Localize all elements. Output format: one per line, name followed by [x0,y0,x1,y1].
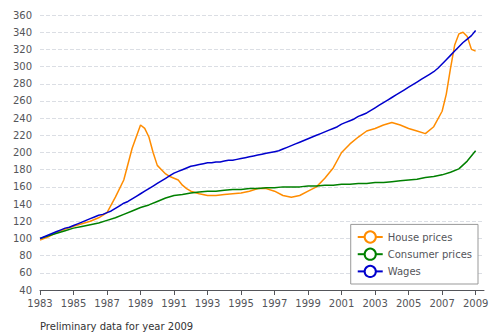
svg-text:2007: 2007 [429,298,454,309]
svg-text:160: 160 [13,181,32,192]
svg-text:1993: 1993 [195,298,220,309]
svg-text:2005: 2005 [396,298,421,309]
svg-text:1999: 1999 [295,298,320,309]
svg-text:1985: 1985 [61,298,86,309]
svg-text:2001: 2001 [329,298,354,309]
svg-text:2009: 2009 [463,298,488,309]
svg-text:220: 220 [13,130,32,141]
svg-text:2003: 2003 [362,298,387,309]
svg-text:House prices: House prices [388,232,453,243]
svg-text:40: 40 [19,285,32,296]
svg-text:60: 60 [19,267,32,278]
svg-text:1995: 1995 [228,298,253,309]
svg-text:240: 240 [13,113,32,124]
svg-text:Consumer prices: Consumer prices [388,249,472,260]
svg-text:300: 300 [13,61,32,72]
svg-text:1997: 1997 [262,298,287,309]
svg-text:320: 320 [13,44,32,55]
svg-text:200: 200 [13,147,32,158]
svg-text:280: 280 [13,78,32,89]
svg-text:340: 340 [13,27,32,38]
svg-text:180: 180 [13,164,32,175]
svg-text:1983: 1983 [27,298,52,309]
svg-text:Preliminary data for year 2009: Preliminary data for year 2009 [40,321,193,332]
svg-text:140: 140 [13,199,32,210]
svg-text:1991: 1991 [161,298,186,309]
svg-text:360: 360 [13,10,32,21]
svg-text:1987: 1987 [94,298,119,309]
svg-text:260: 260 [13,95,32,106]
svg-text:80: 80 [19,250,32,261]
svg-text:100: 100 [13,233,32,244]
svg-text:1989: 1989 [128,298,153,309]
svg-text:120: 120 [13,216,32,227]
svg-text:Wages: Wages [388,266,421,277]
